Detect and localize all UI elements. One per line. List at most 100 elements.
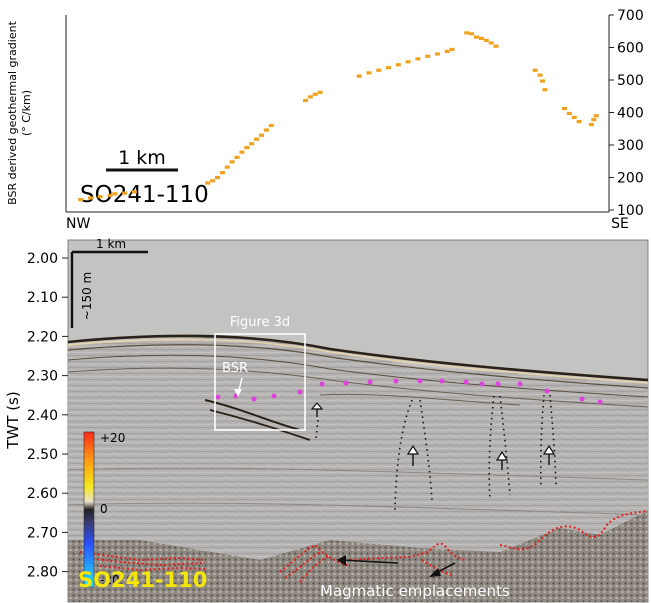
gradient-point [434, 52, 440, 56]
gradient-point [488, 41, 494, 45]
gradient-point [254, 137, 260, 141]
gradient-point [219, 171, 225, 175]
twt-tick-label: 2.40 [27, 408, 58, 424]
gradient-point [474, 35, 480, 39]
y-tick-label: 700 [617, 8, 644, 24]
direction-se: SE [611, 216, 629, 232]
gradient-point [405, 60, 411, 64]
twt-tick-label: 2.30 [27, 369, 58, 385]
gradient-point [537, 73, 543, 77]
gradient-point [386, 66, 392, 70]
gradient-point [571, 115, 577, 119]
gradient-point [302, 98, 308, 103]
twt-tick-label: 2.20 [27, 329, 58, 345]
gradient-point [478, 36, 484, 40]
gradient-point [493, 44, 499, 48]
gradient-point [258, 133, 264, 137]
twt-axis-title: TWT (s) [4, 391, 22, 449]
gradient-point [449, 47, 455, 52]
gradient-point [263, 128, 269, 132]
seismic-scale-v: ~150 m [80, 272, 94, 320]
gradient-point [376, 68, 382, 72]
twt-tick-label: 2.80 [27, 565, 58, 581]
gradient-point [591, 118, 597, 122]
gradient-point [539, 79, 545, 83]
magmatic-annotation: Magmatic emplacements [320, 582, 510, 600]
gradient-point [249, 142, 255, 146]
arrow-3 [495, 450, 509, 470]
y-tick-label: 500 [617, 73, 644, 89]
gradient-point [78, 198, 84, 202]
gradient-point [107, 193, 113, 197]
gradient-point [532, 68, 538, 72]
gradient-point [312, 92, 318, 96]
gradient-point [87, 196, 93, 200]
twt-tick-label: 2.00 [27, 251, 58, 267]
gradient-point [366, 71, 372, 75]
twt-ticks: 2.00 2.10 2.20 2.30 2.40 2.50 2.60 2.70 2.80 [27, 251, 68, 581]
gradient-point [317, 90, 323, 94]
y-tick-label: 300 [617, 138, 644, 154]
twt-tick-label: 2.70 [27, 525, 58, 541]
y-tick-label: 100 [617, 203, 644, 219]
bsr-label: BSR [222, 361, 248, 376]
gradient-point [210, 179, 216, 183]
gradient-point [268, 123, 274, 128]
bsr-pointer-head [234, 389, 242, 397]
seismic-scale-bars [70, 250, 148, 328]
gradient-point [542, 88, 548, 92]
dotted-pipes [315, 394, 557, 511]
annotation-arrow-left [339, 559, 399, 564]
y-tick-label: 200 [617, 171, 644, 187]
gradient-point [469, 32, 475, 36]
gradient-point [244, 146, 250, 150]
upward-arrows [310, 402, 556, 470]
twt-tick-label: 2.50 [27, 447, 58, 463]
magmatic-horizons [79, 510, 649, 583]
figure-3d-label: Figure 3d [230, 315, 290, 330]
gradient-point [566, 111, 572, 116]
twt-axis: TWT (s) 2.00 2.10 2.20 2.30 2.40 2.50 2.60 2.70… [4, 251, 68, 581]
arrow-4 [542, 444, 556, 465]
colorbar-mid: 0 [100, 502, 108, 516]
amplitude-colorbar [83, 431, 95, 588]
seismic-reflectors [68, 334, 648, 602]
gradient-point [234, 155, 240, 159]
gradient-point [576, 120, 582, 124]
seismic-line-id: SO241-110 [78, 568, 207, 592]
gradient-point [214, 175, 220, 180]
twt-tick-label: 2.60 [27, 486, 58, 502]
seismic-scale-h: 1 km [96, 237, 126, 251]
gradient-point [588, 122, 594, 127]
annotation-arrow-left-head [337, 555, 346, 566]
gradient-point [307, 95, 313, 99]
top-scale-label: 1 km [118, 147, 166, 169]
gradient-plot: 100 200 300 400 500 600 700 BSR derived geothe… [6, 8, 644, 232]
gradient-point [444, 49, 450, 53]
direction-nw: NW [66, 216, 90, 232]
gradient-points [78, 31, 599, 202]
y-axis-title-line1: BSR derived geothermal gradient [6, 20, 19, 204]
arrow-1 [310, 402, 324, 417]
y-axis-title-line2: (° C/km) [20, 90, 33, 136]
colorbar-min: -20 [100, 573, 120, 587]
figure-3d-box [214, 333, 306, 431]
gradient-point [593, 114, 599, 118]
gradient-point [239, 150, 245, 154]
gradient-point [112, 192, 118, 196]
gradient-point [415, 57, 421, 61]
gradient-point [483, 38, 489, 42]
y-tick-label: 600 [617, 41, 644, 57]
gradient-point [464, 31, 470, 35]
y-tick-label: 400 [617, 106, 644, 122]
annotation-arrow-right-head [429, 568, 441, 577]
gradient-point [395, 63, 401, 67]
top-line-id: SO241-110 [80, 182, 209, 208]
twt-tick-label: 2.10 [27, 290, 58, 306]
arrow-2 [406, 444, 420, 466]
gradient-point [425, 54, 431, 58]
gradient-point [122, 191, 128, 195]
gradient-point [561, 107, 567, 111]
colorbar-max: +20 [100, 431, 125, 445]
